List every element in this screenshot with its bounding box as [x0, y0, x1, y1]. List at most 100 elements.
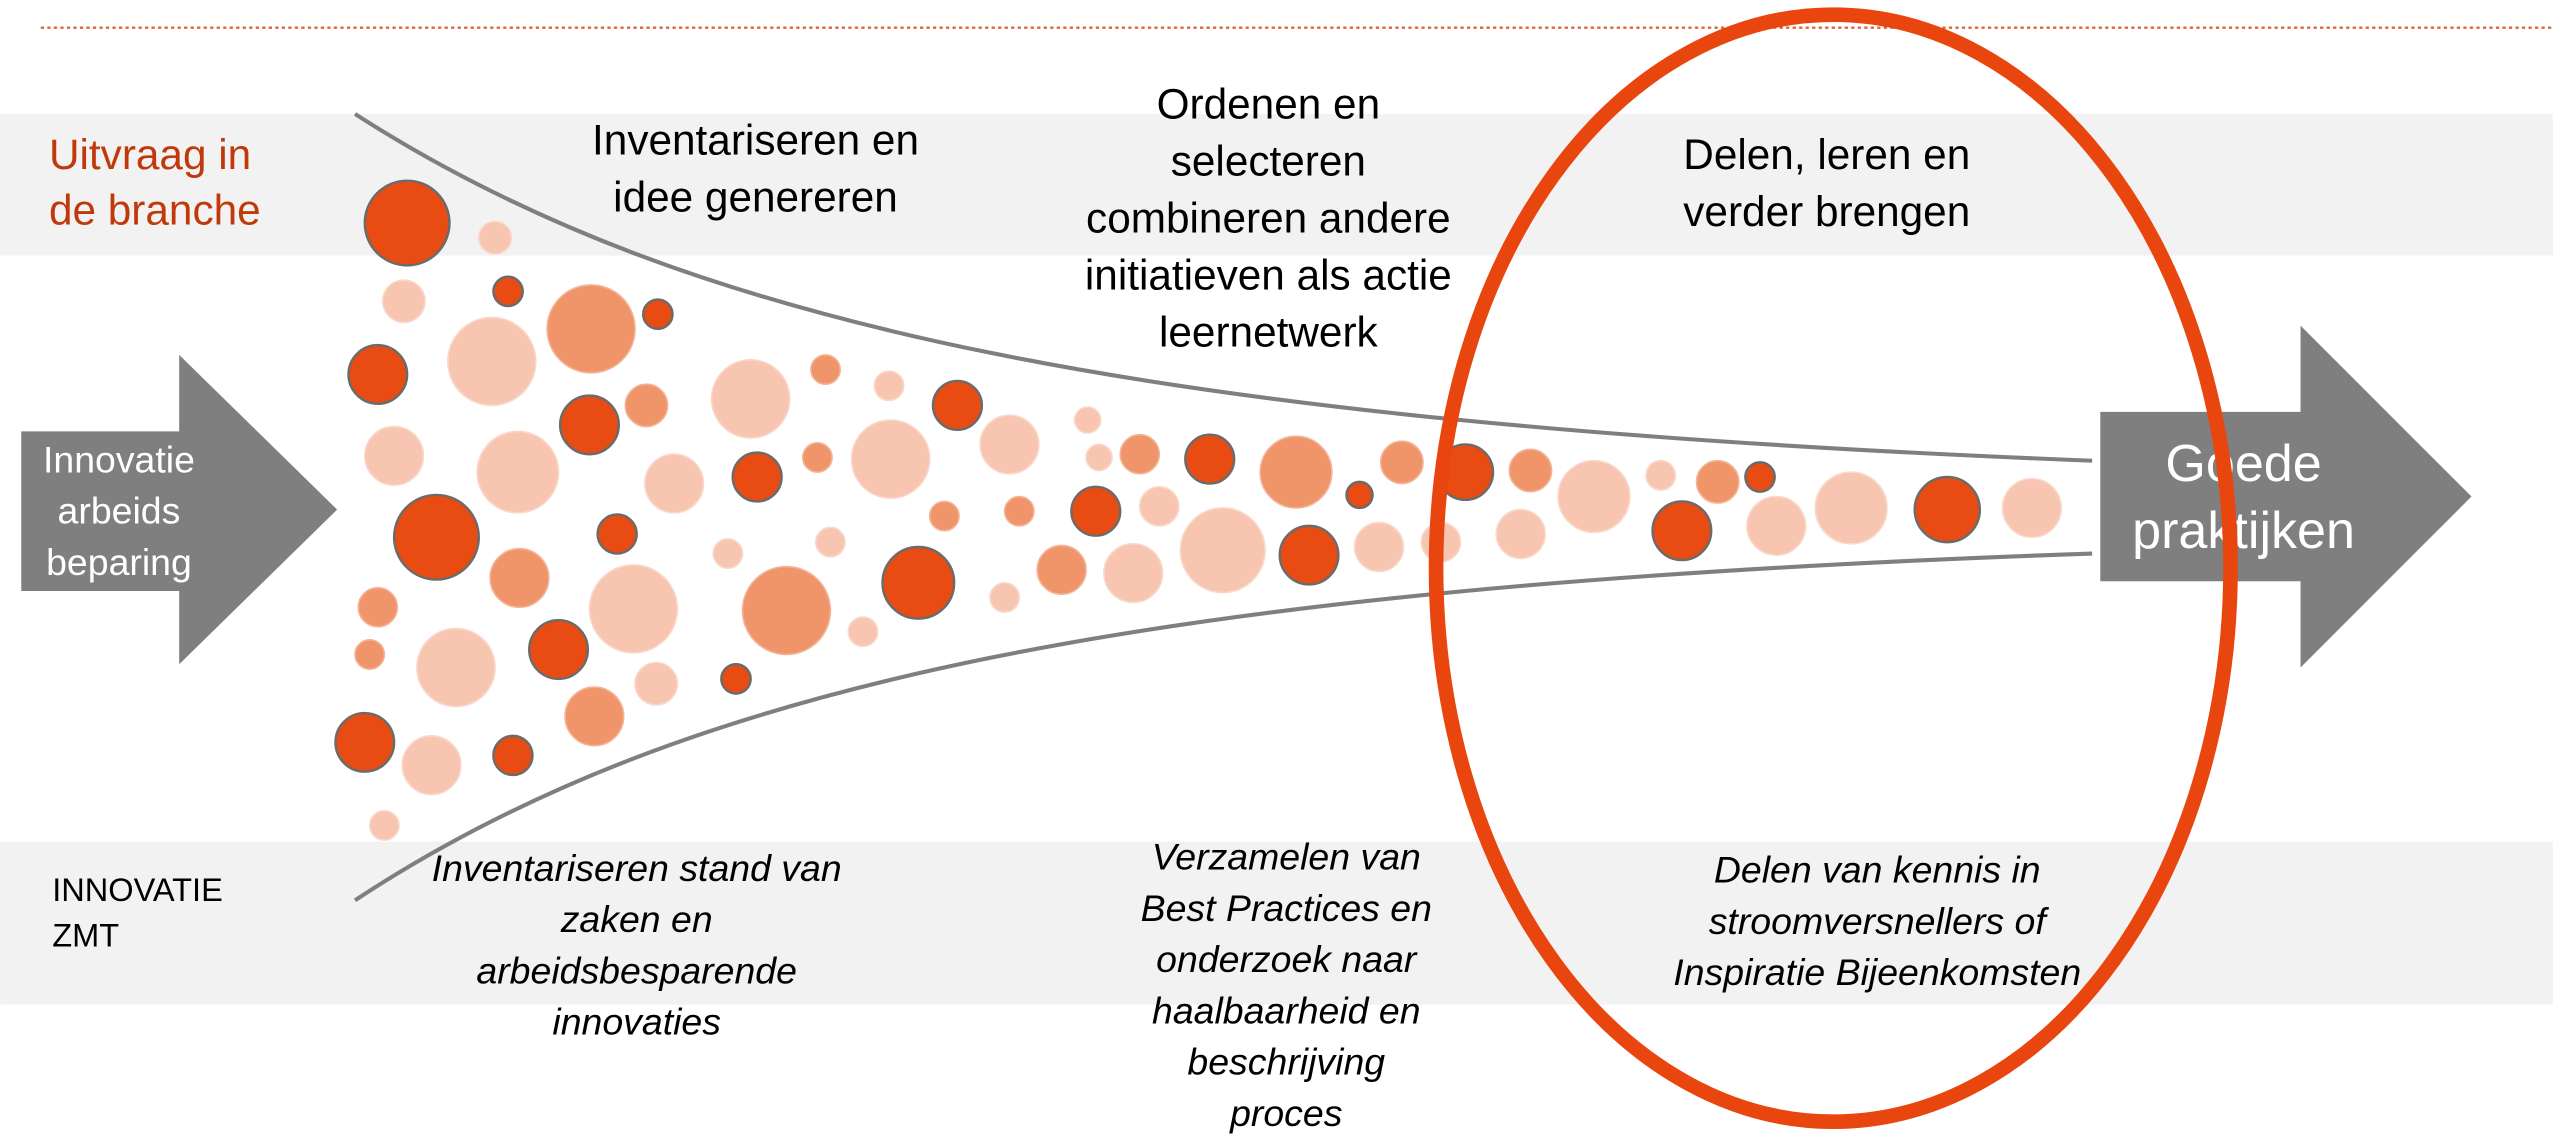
stage-title: selecteren [1171, 138, 1366, 185]
bubble [564, 686, 625, 747]
bubble [477, 220, 513, 255]
stage-description: beschrijving [1187, 1041, 1385, 1083]
bubble [1651, 500, 1713, 562]
bubble [334, 711, 396, 773]
bubble [368, 809, 400, 841]
stage-description: Verzamelen van [1152, 835, 1421, 877]
bubble [931, 379, 984, 432]
output-arrow-label: praktijken [2132, 502, 2355, 560]
bubble [2001, 477, 2063, 539]
stage-title: Inventariseren en [592, 116, 919, 163]
bubble [847, 616, 879, 648]
bubble [801, 442, 833, 473]
bubble [1379, 440, 1424, 485]
bubble [546, 284, 636, 374]
bubble [1278, 524, 1340, 586]
bubble [644, 453, 705, 514]
bubble [1184, 433, 1236, 485]
bubble [363, 425, 425, 486]
bubble [1003, 495, 1035, 527]
bubble [1179, 507, 1266, 594]
bubble [1073, 406, 1102, 434]
bubble [1085, 443, 1113, 472]
bubble [1119, 433, 1161, 475]
left-label: Uitvraag in [49, 131, 251, 178]
bubble [588, 564, 679, 654]
bubble [401, 735, 462, 796]
bubble [528, 619, 590, 681]
bubble [1036, 544, 1087, 596]
bubble [710, 358, 791, 439]
stage-description: proces [1229, 1092, 1342, 1134]
bubble [1495, 508, 1546, 560]
bubble [1345, 480, 1374, 510]
stage-description: arbeidsbesparende [476, 949, 797, 991]
bubble [1508, 448, 1553, 493]
stage-description: zaken en [560, 898, 713, 940]
bubble [979, 414, 1040, 475]
bubble [928, 500, 960, 532]
stage-title: Ordenen en [1157, 81, 1380, 128]
stage-description: Delen van kennis in [1714, 849, 2041, 891]
bubble [712, 538, 744, 569]
bubble [1070, 485, 1122, 537]
stage-description: haalbaarheid en [1152, 989, 1421, 1031]
bubble [558, 394, 620, 456]
stage-title: initiatieven als actie [1085, 252, 1452, 299]
bubble [850, 419, 931, 499]
bubble [989, 582, 1021, 613]
input-arrow [21, 354, 338, 665]
bubble [720, 663, 752, 695]
bubble [492, 734, 534, 777]
stage-title: combineren andere [1086, 195, 1451, 242]
bubbles [334, 179, 2063, 841]
stage-description: innovaties [552, 1001, 721, 1043]
stage-title: leernetwerk [1159, 309, 1379, 356]
input-arrow-label: Innovatie [43, 438, 195, 480]
bubble [381, 279, 426, 324]
bottom-left-label: INNOVATIE [52, 872, 223, 908]
bubble [814, 526, 846, 558]
bubble [641, 298, 674, 331]
stage-title: verder brengen [1683, 188, 1970, 235]
bubble [741, 565, 832, 656]
funnel-top [353, 112, 2093, 463]
stage-title: idee genereren [613, 173, 898, 220]
bubble [392, 493, 480, 581]
bubble [1746, 495, 1807, 556]
bubble [731, 451, 783, 503]
bubble [810, 354, 841, 386]
input-arrow-label: arbeids [58, 490, 181, 532]
bubble [1645, 459, 1677, 491]
bubble [1259, 435, 1333, 509]
bubble [1138, 485, 1180, 527]
stage-title: Delen, leren en [1683, 131, 1970, 178]
bubble [1744, 461, 1776, 493]
left-label: de branche [49, 186, 261, 233]
stage-description: stroomversnellers of [1709, 900, 2050, 942]
stage-description: onderzoek naar [1156, 938, 1418, 980]
stage-description: Inventariseren stand van [432, 847, 842, 889]
stage-description: Best Practices en [1141, 887, 1432, 929]
bubble [1557, 459, 1631, 534]
bubble [596, 513, 638, 555]
funnel-bottom [353, 551, 2093, 903]
bubble [1814, 471, 1888, 545]
bubble [1353, 521, 1405, 573]
bubble [1913, 475, 1982, 544]
bubble [1103, 542, 1164, 604]
bubble [624, 383, 669, 428]
labels: Uitvraag in de branche INNOVATIE ZMT Innovat… [43, 81, 2355, 1134]
bubble [1695, 459, 1740, 504]
bubble [634, 661, 679, 706]
bubble [489, 547, 550, 609]
highlight-ellipse [1428, 7, 2238, 1130]
bubble [363, 179, 451, 267]
output-arrow [2100, 325, 2472, 668]
bubble [492, 275, 524, 308]
bottom-left-label: ZMT [52, 917, 119, 953]
input-arrow-label: beparing [46, 541, 192, 583]
bubble [476, 430, 560, 514]
bubble [881, 545, 956, 620]
